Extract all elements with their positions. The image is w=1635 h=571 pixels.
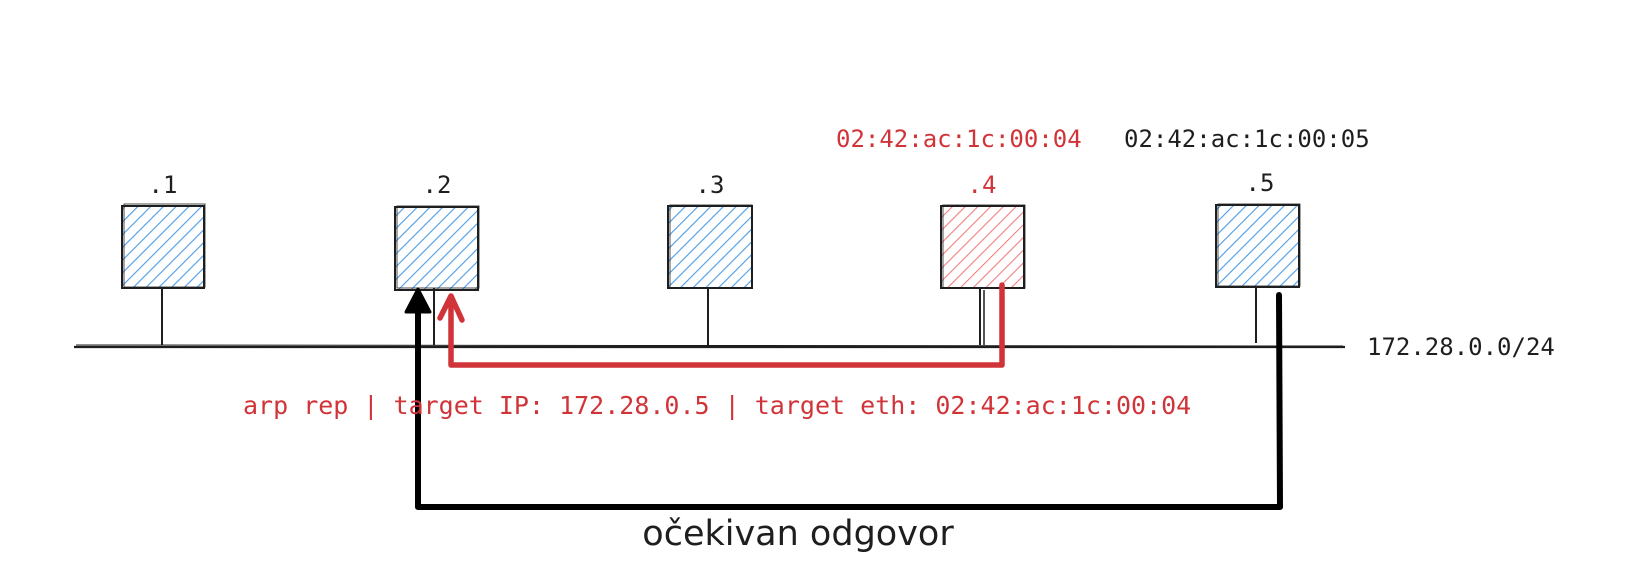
expected-reply-arrow — [404, 287, 1283, 510]
host-3-box — [668, 206, 752, 288]
host-5: .5 02:42:ac:1c:00:05 — [1124, 125, 1370, 343]
expected-reply-caption: očekivan odgovor — [642, 514, 954, 554]
host-2-box — [395, 207, 478, 290]
host-1-box — [122, 206, 204, 288]
host-4-mac: 02:42:ac:1c:00:04 — [836, 125, 1082, 153]
arp-reply-caption: arp rep | target IP: 172.28.0.5 | target… — [243, 391, 1191, 420]
host-1: .1 — [121, 171, 206, 345]
network-bus — [74, 344, 1345, 349]
host-4-box — [941, 206, 1024, 288]
subnet-label: 172.28.0.0/24 — [1367, 333, 1555, 361]
host-3: .3 — [667, 171, 753, 345]
host-5-mac: 02:42:ac:1c:00:05 — [1124, 125, 1370, 153]
host-2: .2 — [394, 171, 480, 345]
host-4-attacker: .4 02:42:ac:1c:00:04 — [836, 125, 1082, 345]
host-5-label: .5 — [1246, 169, 1275, 197]
host-1-label: .1 — [149, 171, 178, 199]
host-5-box — [1216, 205, 1299, 287]
spoofed-arp-reply-arrow — [437, 282, 1005, 368]
host-3-label: .3 — [696, 171, 725, 199]
host-4-label: .4 — [968, 171, 997, 199]
host-2-label: .2 — [423, 171, 452, 199]
